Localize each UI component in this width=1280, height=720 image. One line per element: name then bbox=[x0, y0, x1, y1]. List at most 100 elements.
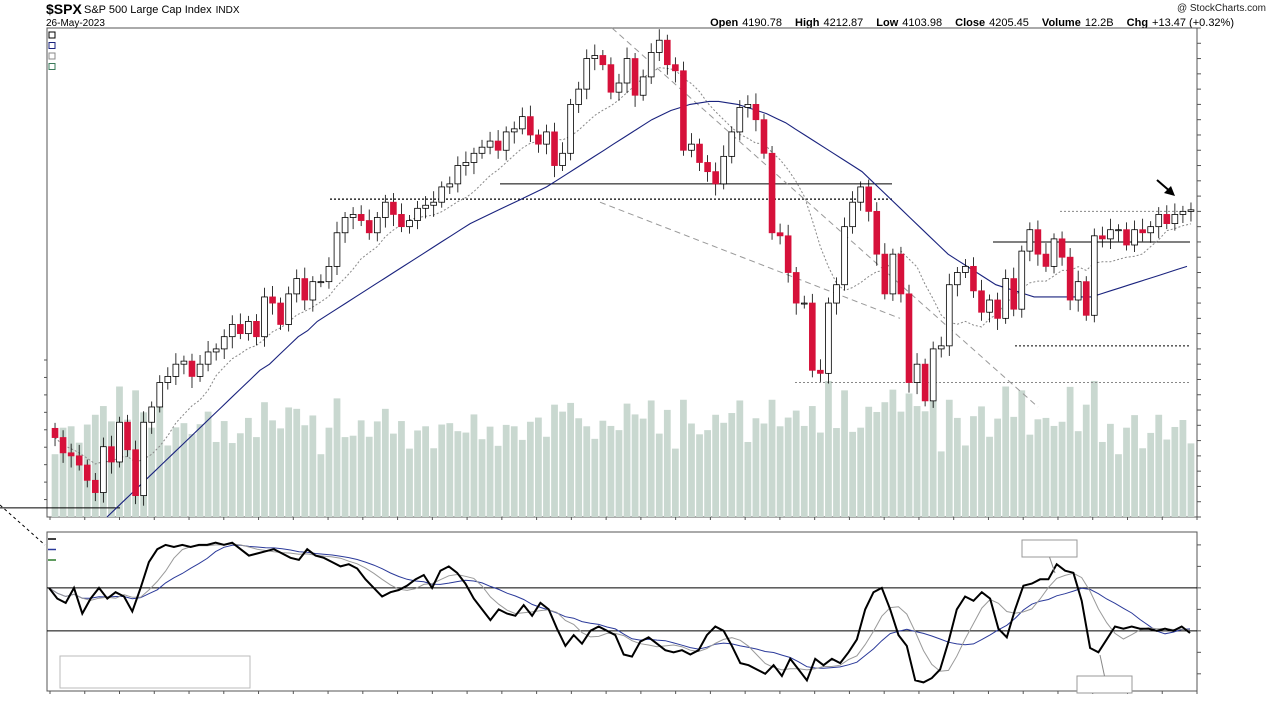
volume-bar bbox=[728, 413, 736, 517]
volume-bar bbox=[309, 415, 317, 517]
change-value: +13.47 (+0.32%) bbox=[1152, 17, 1234, 29]
volume-label: Volume bbox=[1041, 17, 1081, 29]
volume-bar bbox=[986, 436, 993, 517]
candle-down bbox=[92, 479, 99, 493]
volume-bar bbox=[277, 428, 284, 517]
candle-up bbox=[430, 201, 437, 206]
volume-bar bbox=[341, 437, 349, 517]
volume-bar bbox=[365, 436, 373, 517]
candle-down bbox=[704, 162, 711, 173]
candle-down bbox=[59, 437, 67, 454]
candle-down bbox=[776, 232, 784, 237]
candle-up bbox=[510, 128, 518, 133]
candle-down bbox=[873, 210, 881, 255]
candle-up bbox=[172, 363, 180, 377]
volume-bars bbox=[51, 380, 1195, 517]
volume-bar bbox=[236, 433, 244, 517]
volume-bar bbox=[945, 399, 953, 517]
source-credit: @ StockCharts.com bbox=[1176, 3, 1266, 14]
volume-bar bbox=[228, 443, 236, 517]
volume-bar bbox=[1074, 431, 1082, 517]
candle-up bbox=[1090, 235, 1098, 316]
candle-down bbox=[768, 152, 776, 234]
volume-bar bbox=[994, 418, 1002, 517]
ohlc-summary: Open 4190.78 High 4212.87 Low 4103.98 Close… bbox=[710, 17, 1234, 29]
volume-bar bbox=[591, 438, 599, 517]
volume-bar bbox=[285, 407, 293, 517]
close-label: Close bbox=[955, 17, 986, 29]
volume-bar bbox=[204, 411, 212, 517]
volume-bar bbox=[865, 406, 873, 517]
volume-bar bbox=[937, 451, 945, 517]
candle-up bbox=[349, 214, 357, 218]
volume-bar bbox=[543, 436, 550, 517]
candle-up bbox=[245, 320, 252, 335]
volume-bar bbox=[526, 421, 534, 517]
candle-up bbox=[518, 116, 526, 130]
indicator-y-axis bbox=[1197, 544, 1201, 675]
candle-down bbox=[664, 39, 671, 66]
volume-bar bbox=[744, 441, 752, 517]
volume-bar bbox=[172, 427, 180, 517]
candle-down bbox=[108, 446, 115, 463]
candle-up bbox=[333, 232, 341, 267]
candle-up bbox=[414, 207, 421, 221]
candle-up bbox=[567, 104, 574, 154]
candle-up bbox=[962, 265, 969, 273]
high-value: 4212.87 bbox=[823, 17, 864, 29]
candle-down bbox=[269, 296, 276, 304]
candle-up bbox=[825, 302, 832, 374]
volume-bar bbox=[849, 431, 856, 517]
candle-up bbox=[382, 201, 389, 218]
low-value: 4103.98 bbox=[902, 17, 943, 29]
candle-down bbox=[1139, 229, 1146, 234]
candle-down bbox=[792, 272, 800, 304]
candle-down bbox=[67, 452, 75, 457]
volume-bar bbox=[196, 424, 204, 517]
volume-bar bbox=[1115, 454, 1122, 517]
candle-up bbox=[1187, 209, 1195, 212]
candle-down bbox=[897, 253, 905, 295]
volume-bar bbox=[816, 432, 824, 517]
candle-up bbox=[422, 204, 429, 209]
candle-up bbox=[639, 76, 647, 96]
line-icon bbox=[48, 42, 56, 49]
candle-up bbox=[575, 88, 582, 105]
volume-bar bbox=[422, 426, 430, 517]
volume-bar bbox=[873, 411, 881, 517]
volume-bar bbox=[357, 420, 365, 517]
candle-up bbox=[623, 58, 631, 84]
candle-up bbox=[317, 281, 325, 284]
candle-down bbox=[188, 360, 196, 377]
volume-bar bbox=[261, 402, 268, 517]
candle-up bbox=[462, 162, 470, 166]
volume-bar bbox=[881, 402, 889, 517]
candle-up bbox=[728, 131, 736, 157]
candle-up bbox=[228, 324, 236, 338]
candle-up bbox=[1155, 214, 1163, 228]
candle-up bbox=[454, 165, 462, 185]
volume-bar bbox=[913, 406, 921, 517]
chart-date: 26-May-2023 bbox=[46, 18, 105, 29]
volume-bar bbox=[390, 433, 397, 517]
volume-bar bbox=[148, 427, 156, 517]
volume-bar bbox=[349, 435, 357, 517]
volume-bar bbox=[953, 417, 961, 517]
volume-bar bbox=[293, 408, 301, 517]
candle-down bbox=[1066, 256, 1074, 301]
volume-bar bbox=[559, 411, 566, 517]
volume-bar bbox=[1139, 448, 1147, 517]
volume-bar bbox=[1171, 426, 1179, 517]
volume-bar bbox=[212, 441, 220, 517]
arrowhead-icon bbox=[1164, 186, 1175, 196]
volume-axis bbox=[44, 359, 47, 501]
volume-bar bbox=[1002, 386, 1010, 517]
candle-down bbox=[631, 58, 639, 96]
candle-down bbox=[680, 70, 687, 151]
volume-bar bbox=[1131, 415, 1138, 517]
volume-bar bbox=[67, 426, 75, 517]
volume-bar bbox=[156, 406, 164, 517]
volume-bar bbox=[518, 439, 526, 517]
volume-bar bbox=[438, 424, 446, 517]
